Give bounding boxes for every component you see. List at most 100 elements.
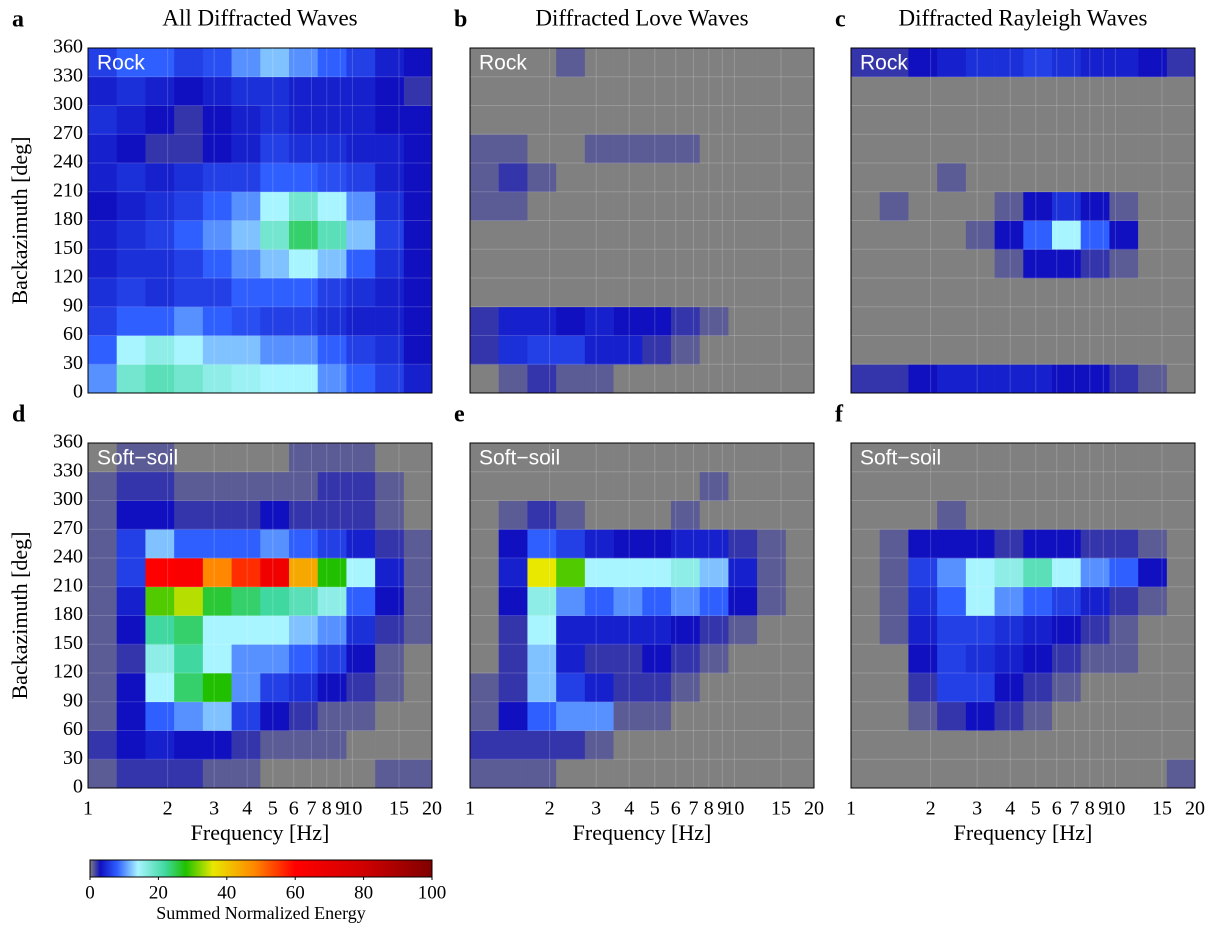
heat-cell	[584, 730, 614, 760]
heat-cell	[757, 701, 787, 731]
heat-cell	[1109, 191, 1139, 221]
heat-cell	[851, 306, 881, 336]
heat-cell	[556, 335, 586, 365]
heat-cell	[556, 191, 586, 221]
heat-cell	[346, 134, 376, 164]
heat-cell	[174, 76, 204, 106]
heat-cell	[527, 220, 557, 250]
heat-cell	[1109, 586, 1139, 616]
heat-cell	[613, 759, 643, 789]
y-tick-label: 60	[63, 323, 83, 345]
heat-cell	[613, 220, 643, 250]
heat-cell	[470, 134, 500, 164]
heat-cell	[851, 586, 881, 616]
heat-cell	[584, 306, 614, 336]
panel-letter: f	[835, 402, 844, 428]
heat-cell	[994, 759, 1024, 789]
heat-cell	[671, 471, 701, 501]
heat-cell	[556, 220, 586, 250]
heat-cell	[470, 586, 500, 616]
heat-cell	[260, 730, 290, 760]
heat-cell	[1166, 529, 1196, 559]
heat-cell	[231, 105, 261, 135]
heat-cell	[785, 586, 815, 616]
colorbar-tick-label: 80	[354, 882, 373, 903]
heat-cell	[1109, 730, 1139, 760]
heat-cell	[937, 558, 967, 588]
heat-cell	[1023, 163, 1053, 193]
heat-cell	[699, 278, 729, 308]
heat-cell	[994, 644, 1024, 674]
heat-cell	[851, 500, 881, 530]
heat-cell	[1166, 134, 1196, 164]
heat-cell	[613, 306, 643, 336]
heat-cell	[908, 558, 938, 588]
heat-cell	[1023, 529, 1053, 559]
plot-frame	[469, 47, 815, 394]
heat-cell	[908, 364, 938, 394]
heat-cell	[403, 701, 433, 731]
heat-cell	[879, 278, 909, 308]
heat-cell	[937, 306, 967, 336]
y-tick-label: 270	[53, 517, 83, 539]
heat-cell	[289, 76, 319, 106]
heat-cell	[202, 701, 232, 731]
x-tick-label: 20	[804, 798, 824, 820]
heat-cell	[937, 471, 967, 501]
heat-cell	[1166, 220, 1196, 250]
heat-cell	[584, 249, 614, 279]
site-label: Soft−soil	[860, 447, 941, 470]
heat-cell	[116, 730, 146, 760]
y-tick-label: 90	[63, 689, 83, 711]
heat-cell	[88, 105, 118, 135]
y-tick-label: 210	[53, 574, 83, 596]
heat-cell	[202, 759, 232, 789]
heat-cell	[584, 48, 614, 78]
heat-cell	[851, 471, 881, 501]
heat-cell	[1052, 443, 1082, 473]
heat-cell	[994, 558, 1024, 588]
heat-cell	[527, 500, 557, 530]
heat-cell	[470, 191, 500, 221]
heat-cell	[671, 701, 701, 731]
heat-cell	[994, 134, 1024, 164]
heat-cell	[317, 730, 347, 760]
heat-cell	[1138, 134, 1168, 164]
heat-cell	[671, 306, 701, 336]
heat-cell	[785, 220, 815, 250]
heat-cell	[851, 191, 881, 221]
heat-cell	[1138, 278, 1168, 308]
x-tick-label: 10	[1105, 798, 1125, 820]
colorbar-tick-label: 60	[286, 882, 305, 903]
heat-cell	[116, 759, 146, 789]
heat-cell	[613, 701, 643, 731]
heat-cell	[260, 335, 290, 365]
heat-cell	[260, 105, 290, 135]
heat-cell	[498, 673, 528, 703]
heat-cell	[1138, 615, 1168, 645]
heat-cell	[145, 586, 175, 616]
x-tick-label: 9	[1098, 798, 1108, 820]
heat-cell	[642, 364, 672, 394]
heat-cell	[613, 500, 643, 530]
heat-cell	[556, 586, 586, 616]
heat-cell	[965, 48, 995, 78]
heat-cell	[851, 443, 881, 473]
heat-cell	[1052, 673, 1082, 703]
heat-cell	[289, 364, 319, 394]
panel-title: Diffracted Love Waves	[535, 5, 748, 30]
heat-cell	[88, 615, 118, 645]
heat-cell	[260, 500, 290, 530]
heat-cell	[1052, 615, 1082, 645]
heat-cell	[728, 644, 758, 674]
heat-cell	[851, 249, 881, 279]
heat-cell	[317, 586, 347, 616]
heat-cell	[116, 673, 146, 703]
heat-cell	[728, 220, 758, 250]
heat-cell	[1166, 615, 1196, 645]
heat-cell	[785, 105, 815, 135]
heat-cell	[908, 335, 938, 365]
heat-cell	[88, 586, 118, 616]
heat-cell	[1138, 220, 1168, 250]
heat-cell	[527, 701, 557, 731]
